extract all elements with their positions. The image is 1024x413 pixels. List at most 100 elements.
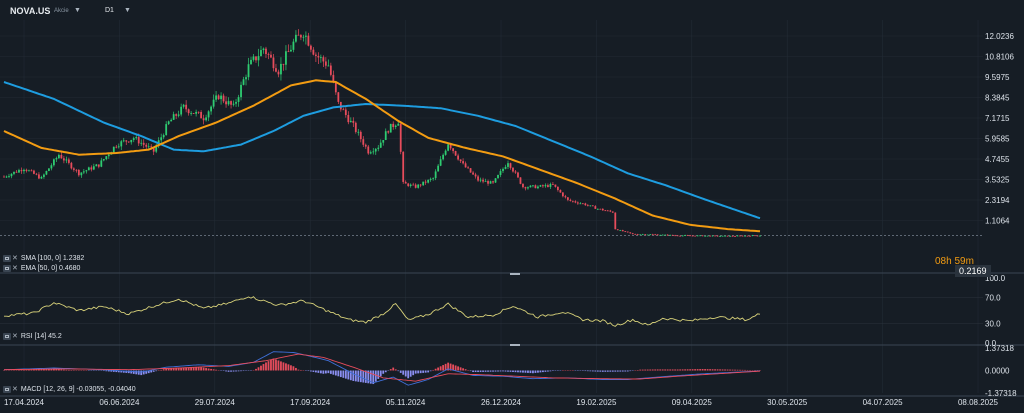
price-tick-label: 3.5325 bbox=[985, 176, 1010, 185]
close-icon[interactable]: ✕ bbox=[12, 333, 18, 340]
price-tick-label: 8.3845 bbox=[985, 94, 1010, 103]
price-tick-label: 10.8106 bbox=[985, 53, 1014, 62]
candle-body bbox=[242, 79, 245, 85]
macd-histogram-bar bbox=[429, 370, 432, 372]
macd-histogram-bar bbox=[517, 370, 519, 373]
candle-body bbox=[544, 185, 547, 187]
candle-body bbox=[497, 174, 499, 179]
close-icon[interactable]: ✕ bbox=[12, 386, 18, 393]
candle-body bbox=[424, 181, 427, 183]
candle-body bbox=[387, 131, 390, 133]
candle-body bbox=[661, 234, 664, 236]
macd-histogram-bar bbox=[35, 369, 38, 371]
macd-histogram-bar bbox=[691, 369, 694, 371]
candle-body bbox=[439, 159, 442, 166]
macd-histogram-bar bbox=[319, 370, 322, 374]
macd-histogram-bar bbox=[736, 369, 739, 371]
candle-body bbox=[502, 168, 504, 172]
macd-histogram-bar bbox=[696, 369, 699, 371]
macd-histogram-bar bbox=[270, 359, 272, 371]
symbol-label[interactable]: NOVA.US bbox=[10, 6, 51, 16]
rsi-legend[interactable]: ✕ RSI [14] 45.2 bbox=[3, 332, 62, 340]
macd-histogram-bar bbox=[147, 370, 150, 374]
candle-body bbox=[689, 235, 692, 237]
grid bbox=[0, 20, 1024, 397]
macd-histogram-bar bbox=[549, 370, 552, 372]
candle-body bbox=[75, 169, 78, 171]
candle-body bbox=[265, 48, 267, 55]
ema-legend[interactable]: ✕ EMA [50, 0] 0.4680 bbox=[3, 264, 80, 272]
macd-histogram-bar bbox=[427, 370, 430, 373]
candle-body bbox=[215, 95, 217, 100]
timeframe-label[interactable]: D1 bbox=[105, 7, 114, 14]
candle-body bbox=[754, 235, 756, 237]
macd-histogram-bar bbox=[444, 363, 447, 371]
macd-histogram-bar bbox=[716, 369, 719, 371]
candle-body bbox=[432, 178, 435, 179]
candle-body bbox=[250, 59, 252, 65]
candle-body bbox=[427, 179, 430, 183]
macd-tick-label: 1.37318 bbox=[985, 344, 1014, 353]
macd-histogram-bar bbox=[392, 367, 395, 371]
candle-body bbox=[547, 185, 549, 187]
candle-body bbox=[454, 151, 457, 156]
settings-icon[interactable] bbox=[3, 254, 11, 262]
macd-histogram-bar bbox=[609, 370, 612, 372]
close-icon[interactable]: ✕ bbox=[12, 255, 18, 262]
candle-body bbox=[312, 49, 315, 55]
candle-body bbox=[5, 176, 8, 178]
macd-histogram-bar bbox=[482, 370, 484, 372]
macd-histogram-bar bbox=[432, 369, 435, 371]
macd-histogram-bar bbox=[312, 370, 315, 372]
macd-legend[interactable]: ✕ MACD [12, 26, 9] -0.03055, -0.04040 bbox=[3, 385, 136, 393]
candle-body bbox=[574, 201, 577, 203]
macd-histogram-bar bbox=[591, 370, 594, 372]
macd-histogram-bar bbox=[372, 370, 375, 385]
candle-body bbox=[23, 169, 25, 172]
macd-histogram-bar bbox=[182, 367, 185, 371]
candle-body bbox=[596, 208, 599, 210]
macd-histogram-bar bbox=[20, 369, 23, 371]
macd-histogram-bar bbox=[132, 370, 135, 374]
macd-histogram-bar bbox=[494, 370, 497, 372]
current-price-badge: 0.2169 bbox=[955, 265, 991, 277]
macd-histogram-bar bbox=[105, 370, 108, 372]
timeframe-dropdown-icon[interactable]: ▼ bbox=[124, 7, 131, 14]
candle-body bbox=[282, 63, 285, 65]
macd-histogram-bar bbox=[734, 369, 736, 371]
settings-icon[interactable] bbox=[3, 264, 11, 272]
candle-body bbox=[537, 186, 539, 189]
candle-body bbox=[609, 210, 612, 212]
macd-histogram-bar bbox=[479, 370, 482, 372]
candle-body bbox=[55, 158, 58, 160]
candle-body bbox=[519, 177, 522, 184]
price-tick-label: 12.0236 bbox=[985, 32, 1014, 41]
sma-legend[interactable]: ✕ SMA [100, 0] 1.2382 bbox=[3, 254, 84, 262]
settings-icon[interactable] bbox=[3, 332, 11, 340]
macd-histogram-bar bbox=[262, 364, 265, 371]
macd-histogram-bar bbox=[367, 370, 370, 384]
candle-body bbox=[297, 34, 300, 36]
settings-icon[interactable] bbox=[3, 385, 11, 393]
time-tick-label: 26.12.2024 bbox=[481, 398, 522, 407]
sma-label: SMA [100, 0] 1.2382 bbox=[20, 255, 85, 262]
macd-histogram-bar bbox=[492, 370, 494, 372]
macd-histogram-bar bbox=[45, 369, 48, 371]
candle-body bbox=[522, 183, 524, 188]
macd-histogram-bar bbox=[354, 370, 357, 382]
macd-histogram-bar bbox=[616, 370, 619, 372]
candle-body bbox=[225, 101, 227, 105]
macd-histogram-bar bbox=[529, 370, 532, 374]
top-bar: NOVA.US Akcie ▼ D1 ▼ bbox=[0, 0, 1024, 22]
candle-body bbox=[147, 146, 150, 148]
symbol-dropdown-icon[interactable]: ▼ bbox=[74, 7, 81, 14]
candle-body bbox=[292, 41, 295, 50]
candle-body bbox=[561, 192, 564, 197]
macd-histogram-bar bbox=[532, 370, 534, 374]
close-icon[interactable]: ✕ bbox=[12, 265, 18, 272]
macd-histogram-bar bbox=[599, 370, 602, 372]
candle-body bbox=[719, 236, 721, 237]
macd-histogram-bar bbox=[115, 370, 118, 373]
